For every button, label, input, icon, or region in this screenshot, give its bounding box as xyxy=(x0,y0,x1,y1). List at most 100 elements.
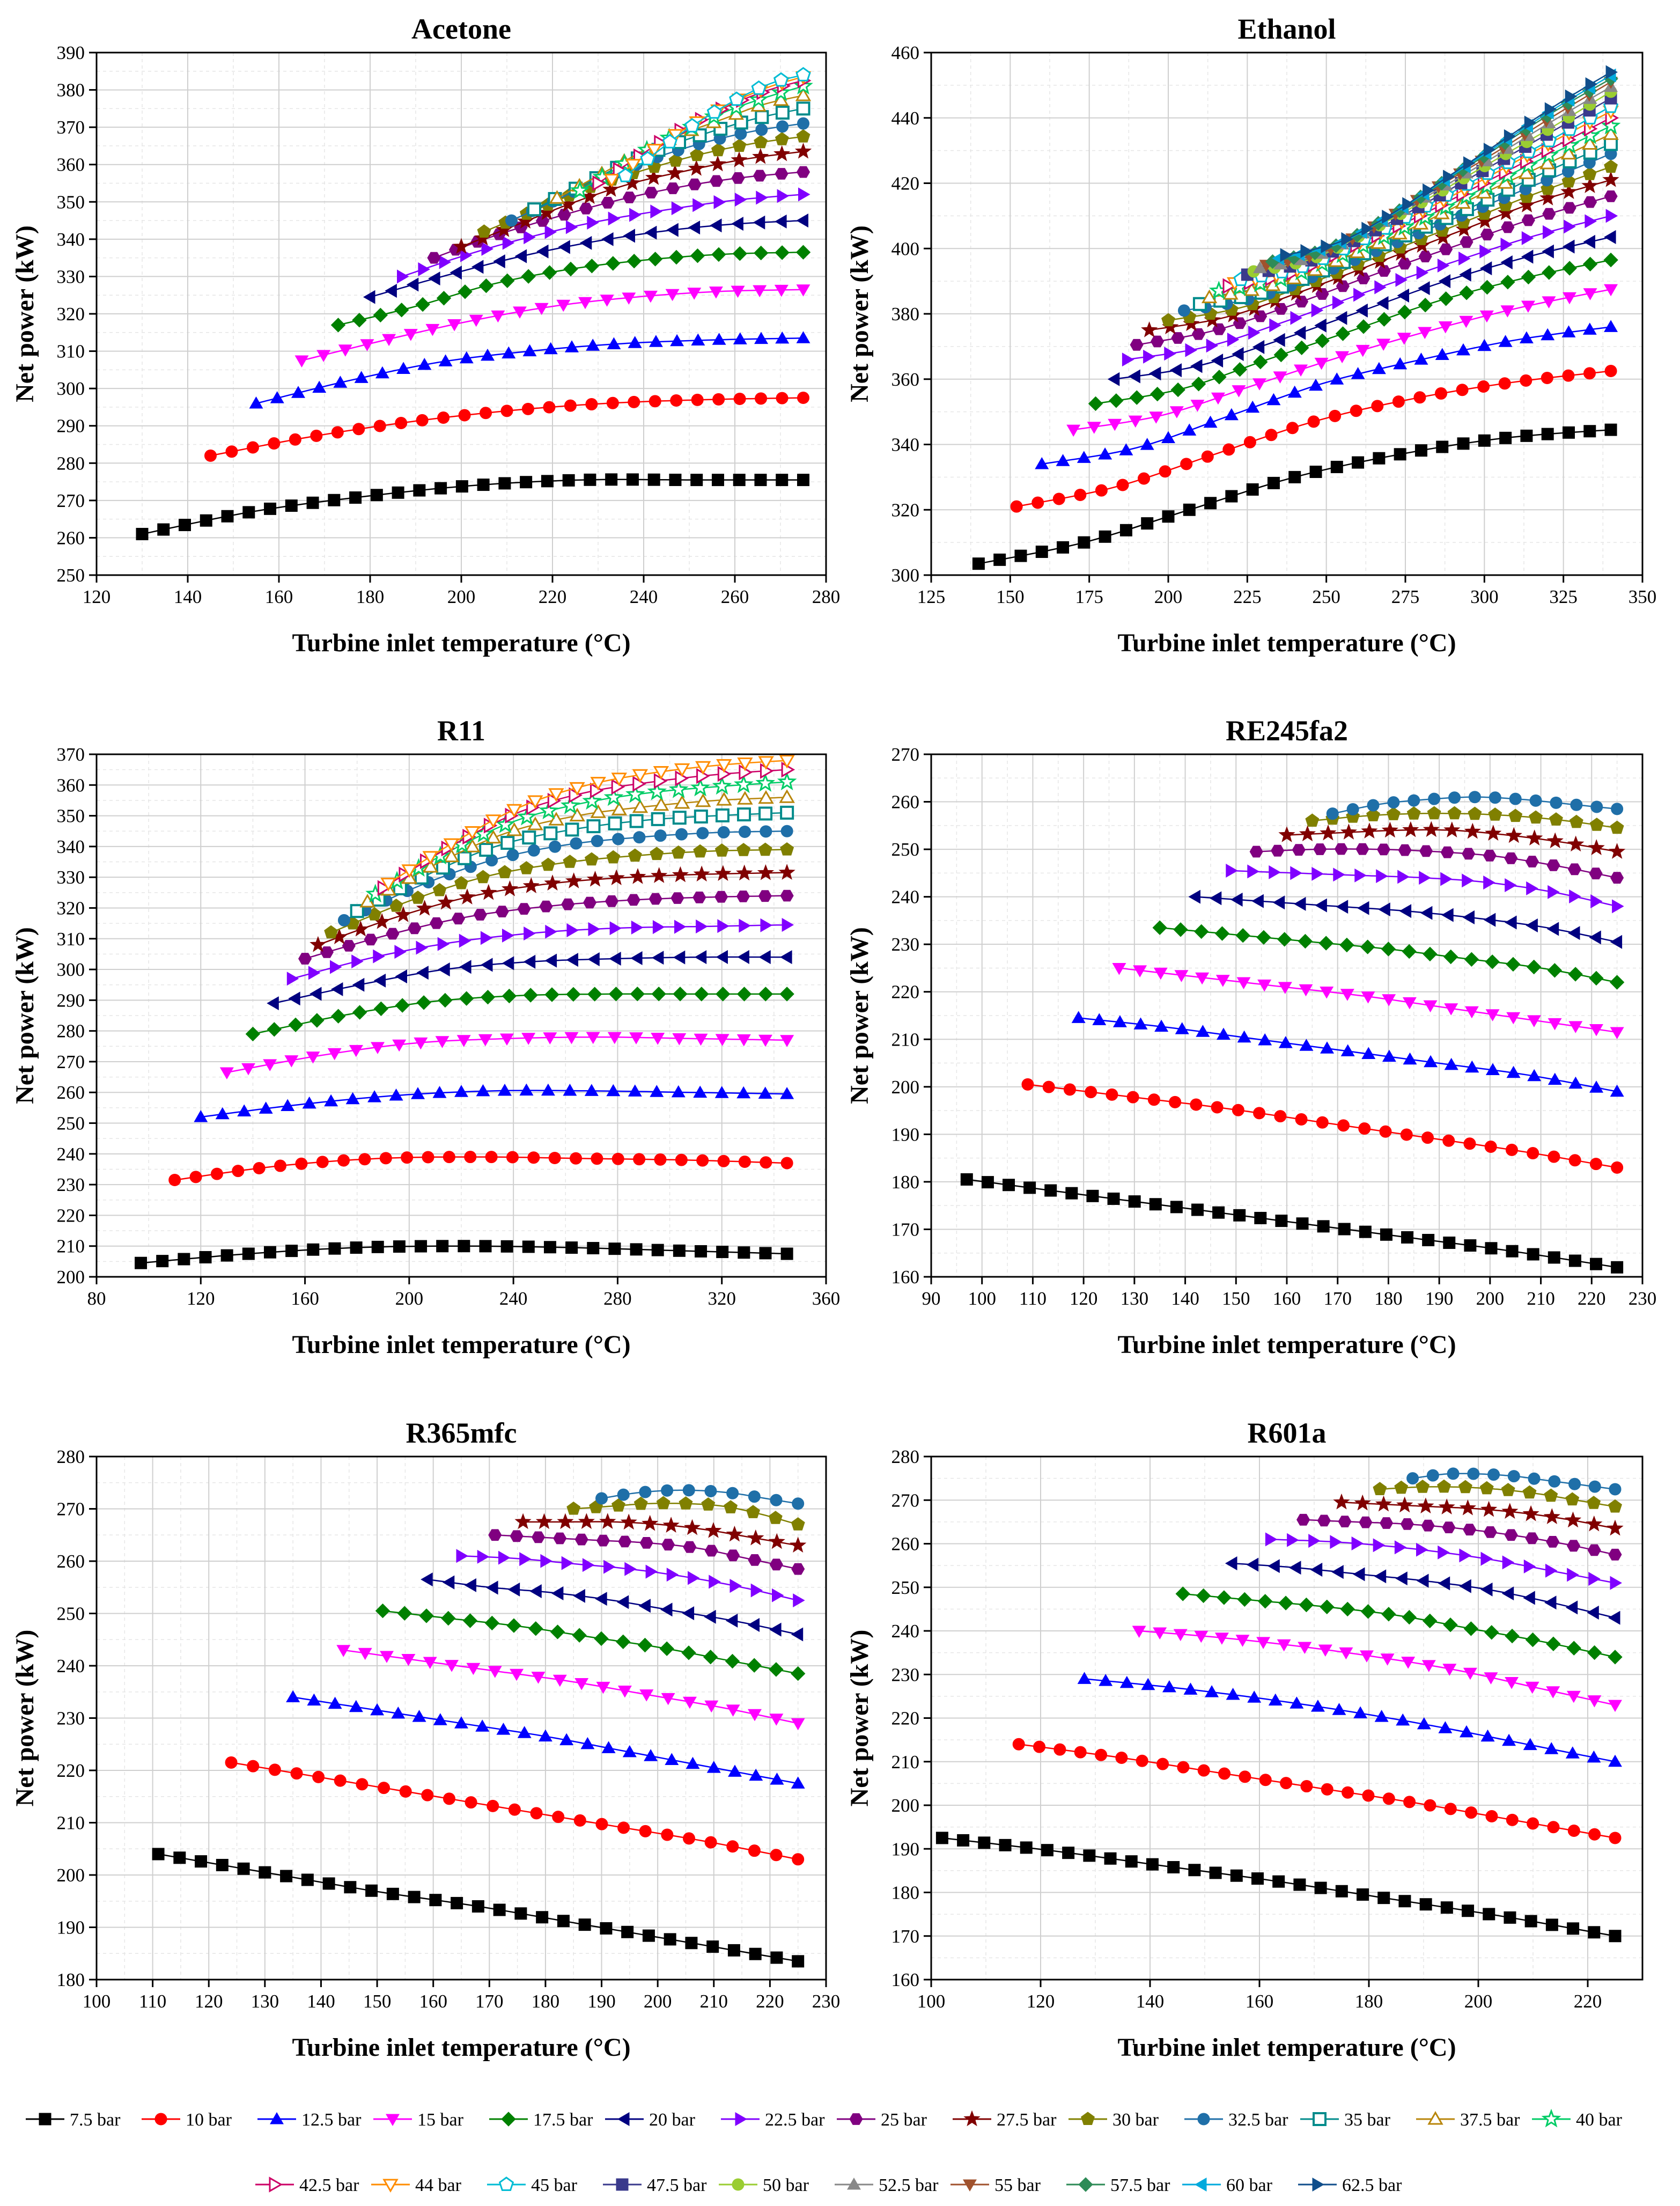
data-point xyxy=(704,1609,716,1624)
data-point xyxy=(1395,273,1408,287)
data-point xyxy=(1609,1930,1622,1943)
legend-marker xyxy=(154,2113,167,2126)
data-point xyxy=(582,1558,595,1572)
data-point xyxy=(627,253,642,269)
data-point xyxy=(1237,1030,1251,1043)
data-point xyxy=(675,828,688,841)
legend-item: 52.5 bar xyxy=(835,2175,939,2195)
data-point xyxy=(1222,285,1239,300)
data-point xyxy=(706,1761,721,1773)
data-point xyxy=(500,836,515,850)
data-point xyxy=(373,420,386,432)
data-point xyxy=(1397,288,1409,303)
data-point xyxy=(1609,843,1626,859)
y-tick-label: 170 xyxy=(891,1926,920,1947)
y-tick-label: 230 xyxy=(891,934,920,955)
data-point xyxy=(1338,1516,1352,1527)
legend-label: 25 bar xyxy=(881,2110,927,2130)
data-point xyxy=(534,303,549,315)
data-point xyxy=(1505,1677,1519,1689)
data-point xyxy=(1021,1078,1034,1091)
data-point xyxy=(1467,1467,1480,1480)
y-tick-label: 260 xyxy=(891,792,920,813)
data-point xyxy=(408,922,422,935)
data-point xyxy=(480,407,492,420)
data-point xyxy=(1542,265,1557,280)
data-point xyxy=(541,857,555,871)
data-point xyxy=(1077,451,1091,463)
data-point xyxy=(1169,1095,1182,1108)
data-point xyxy=(1133,1017,1148,1030)
data-point xyxy=(462,1613,478,1628)
data-point xyxy=(972,557,985,570)
data-point xyxy=(1336,900,1349,914)
data-point xyxy=(1233,1209,1246,1222)
data-point xyxy=(1565,1600,1578,1615)
data-point xyxy=(1507,1470,1520,1483)
data-point xyxy=(573,1814,586,1827)
data-point xyxy=(1273,371,1287,384)
data-point xyxy=(416,995,431,1010)
data-point xyxy=(1335,311,1347,325)
data-point xyxy=(480,884,497,900)
series-30-bar xyxy=(566,1496,805,1531)
data-point xyxy=(416,900,433,916)
data-point xyxy=(587,987,602,1002)
x-tick-label: 120 xyxy=(1027,1991,1055,2012)
data-point xyxy=(608,211,621,226)
data-point xyxy=(1346,803,1359,816)
data-point xyxy=(428,271,440,286)
data-point xyxy=(1129,390,1145,405)
data-point xyxy=(500,1033,514,1046)
data-point xyxy=(459,960,471,974)
data-point xyxy=(650,204,662,219)
data-point xyxy=(1180,458,1193,470)
legend-marker xyxy=(1081,2112,1095,2125)
data-point xyxy=(194,1110,208,1122)
data-point xyxy=(484,1615,500,1631)
data-point xyxy=(1587,1695,1602,1708)
data-point xyxy=(1504,1911,1516,1924)
data-point xyxy=(796,331,810,343)
data-point xyxy=(1273,347,1289,363)
data-point xyxy=(671,201,684,216)
data-point xyxy=(370,1703,385,1716)
data-point xyxy=(596,1534,610,1547)
data-point xyxy=(480,989,496,1005)
series-12-5-bar xyxy=(249,331,810,409)
data-point xyxy=(380,1651,394,1663)
y-axis-label: Net power (kW) xyxy=(11,927,39,1104)
data-point xyxy=(1309,378,1323,391)
data-point xyxy=(553,1532,567,1545)
data-point xyxy=(1583,288,1597,300)
data-point xyxy=(734,127,747,140)
data-point xyxy=(406,277,419,292)
data-point xyxy=(569,807,585,822)
data-point xyxy=(746,1505,760,1518)
data-point xyxy=(450,266,462,280)
data-point xyxy=(1065,1187,1078,1200)
data-point xyxy=(770,1494,783,1506)
chart-title: R11 xyxy=(437,715,485,747)
data-point xyxy=(349,1045,363,1057)
data-point xyxy=(726,1840,739,1853)
data-point xyxy=(453,238,470,254)
data-point xyxy=(1190,400,1205,412)
data-point xyxy=(712,333,726,345)
data-point xyxy=(748,1709,762,1722)
data-point xyxy=(432,1086,447,1098)
data-point xyxy=(1588,1828,1601,1841)
data-point xyxy=(729,91,745,106)
data-point xyxy=(623,229,635,243)
y-tick-label: 180 xyxy=(891,1172,920,1193)
data-point xyxy=(508,1803,521,1816)
data-point xyxy=(1459,1548,1471,1563)
data-point xyxy=(523,954,536,969)
series-22-5-bar xyxy=(1265,1532,1623,1590)
data-point xyxy=(1434,229,1451,245)
y-tick-label: 360 xyxy=(57,775,85,796)
data-point xyxy=(595,1818,608,1830)
data-point xyxy=(775,245,790,260)
data-point xyxy=(573,1589,585,1603)
data-point xyxy=(1112,963,1126,975)
